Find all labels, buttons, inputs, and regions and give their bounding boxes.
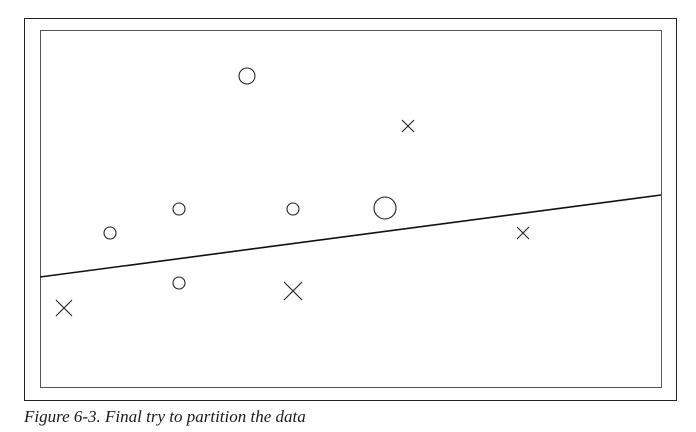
circle (286, 202, 300, 216)
circle (172, 202, 186, 216)
crosses (55, 119, 530, 317)
cross (283, 281, 303, 301)
circle (103, 226, 117, 240)
cross (516, 226, 530, 240)
cross (401, 119, 415, 133)
circle (238, 67, 256, 85)
outer-frame (24, 18, 677, 401)
circle (172, 276, 186, 290)
cross (55, 299, 73, 317)
plot-frame (40, 30, 662, 388)
circle (373, 196, 397, 220)
circles (103, 67, 397, 290)
partition-line (39, 194, 662, 278)
caption: Figure 6-3. Final try to partition the d… (23, 407, 306, 426)
